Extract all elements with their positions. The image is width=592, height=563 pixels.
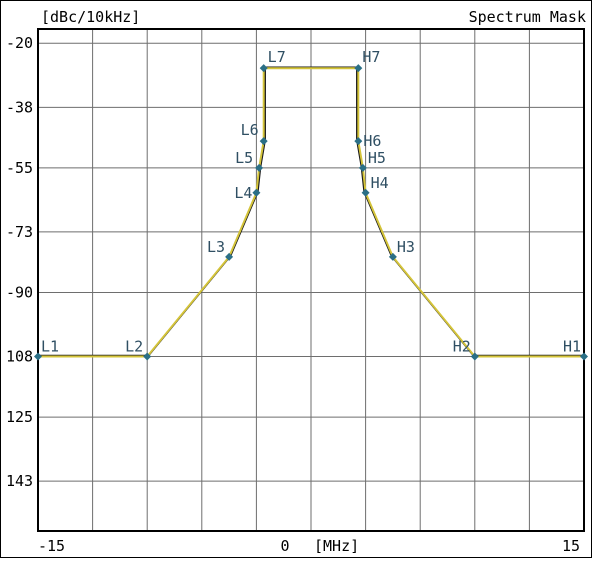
y-tick-label: 143 [6, 472, 33, 490]
point-label-h1: H1 [563, 338, 581, 356]
point-label-l3: L3 [207, 238, 225, 256]
point-label-h7: H7 [362, 48, 380, 66]
y-tick-label: 125 [6, 408, 33, 426]
x-tick-label: 15 [562, 537, 580, 555]
y-tick-label: 108 [6, 348, 33, 366]
point-label-h6: H6 [363, 132, 381, 150]
point-label-h4: H4 [371, 174, 389, 192]
point-label-h3: H3 [397, 238, 415, 256]
point-label-l1: L1 [41, 338, 59, 356]
point-label-h5: H5 [368, 149, 386, 167]
chart-title: Spectrum Mask [469, 8, 586, 26]
x-unit-label: [MHz] [314, 537, 359, 555]
y-tick-label: -55 [6, 159, 33, 177]
y-unit-label: [dBc/10kHz] [41, 8, 140, 26]
y-tick-label: -20 [6, 34, 33, 52]
x-tick-label: -15 [38, 537, 65, 555]
point-label-h2: H2 [453, 338, 471, 356]
x-tick-label: 0 [280, 537, 289, 555]
y-tick-label: -73 [6, 223, 33, 241]
y-tick-label: -38 [6, 98, 33, 116]
point-label-l5: L5 [235, 149, 253, 167]
y-tick-label: -90 [6, 283, 33, 301]
point-label-l2: L2 [125, 338, 143, 356]
point-label-l7: L7 [268, 48, 286, 66]
point-label-l4: L4 [234, 184, 252, 202]
point-label-l6: L6 [241, 121, 259, 139]
